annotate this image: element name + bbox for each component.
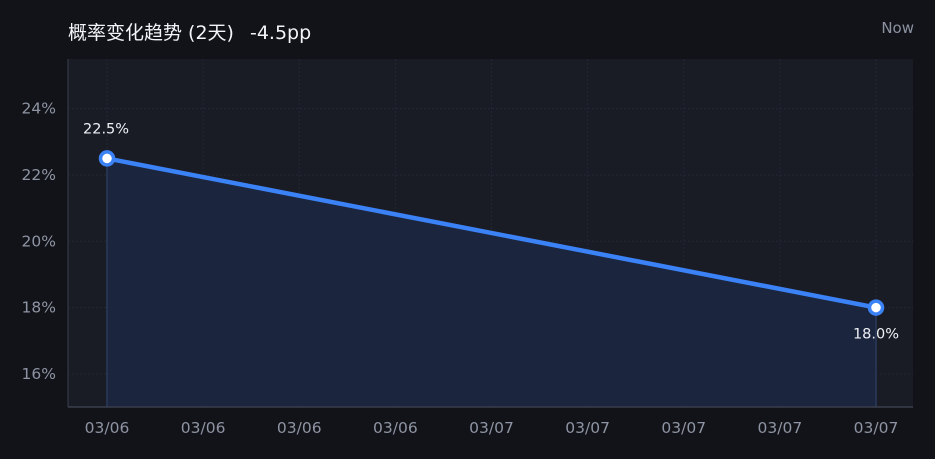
data-point	[867, 299, 885, 316]
y-tick-label: 22%	[22, 166, 56, 184]
x-tick-label: 03/07	[565, 419, 610, 437]
x-tick-label: 03/06	[181, 419, 226, 437]
data-labels: 22.5% 18.0%	[83, 121, 899, 342]
data-label: 22.5%	[83, 121, 129, 137]
series-line	[104, 156, 879, 310]
now-label: Now	[881, 19, 914, 37]
chart-title: 概率变化趋势 (2天)	[68, 22, 234, 44]
x-tick-label: 03/07	[758, 419, 803, 437]
chart-header: 概率变化趋势 (2天) -4.5pp	[68, 18, 311, 45]
x-tick-label: 03/07	[854, 419, 899, 437]
y-tick-label: 18%	[22, 299, 56, 317]
x-tick-label: 03/07	[661, 419, 706, 437]
y-axis-ticks: 16% 18% 20% 22% 24%	[22, 100, 56, 383]
area-fill	[107, 158, 876, 407]
y-tick-label: 24%	[22, 100, 56, 118]
x-axis-ticks: 03/06 03/06 03/06 03/06 03/07 03/07 03/07 03/07…	[85, 419, 899, 437]
data-label: 18.0%	[853, 327, 899, 343]
y-tick-label: 16%	[22, 365, 56, 383]
x-tick-label: 03/06	[277, 419, 322, 437]
x-tick-label: 03/07	[469, 419, 514, 437]
data-point	[98, 150, 116, 167]
probability-delta: -4.5pp	[249, 22, 312, 44]
point-drop-lines	[106, 158, 877, 407]
x-tick-label: 03/06	[85, 419, 130, 437]
data-points	[98, 150, 885, 316]
y-tick-label: 20%	[22, 232, 56, 250]
x-tick-label: 03/06	[373, 419, 418, 437]
